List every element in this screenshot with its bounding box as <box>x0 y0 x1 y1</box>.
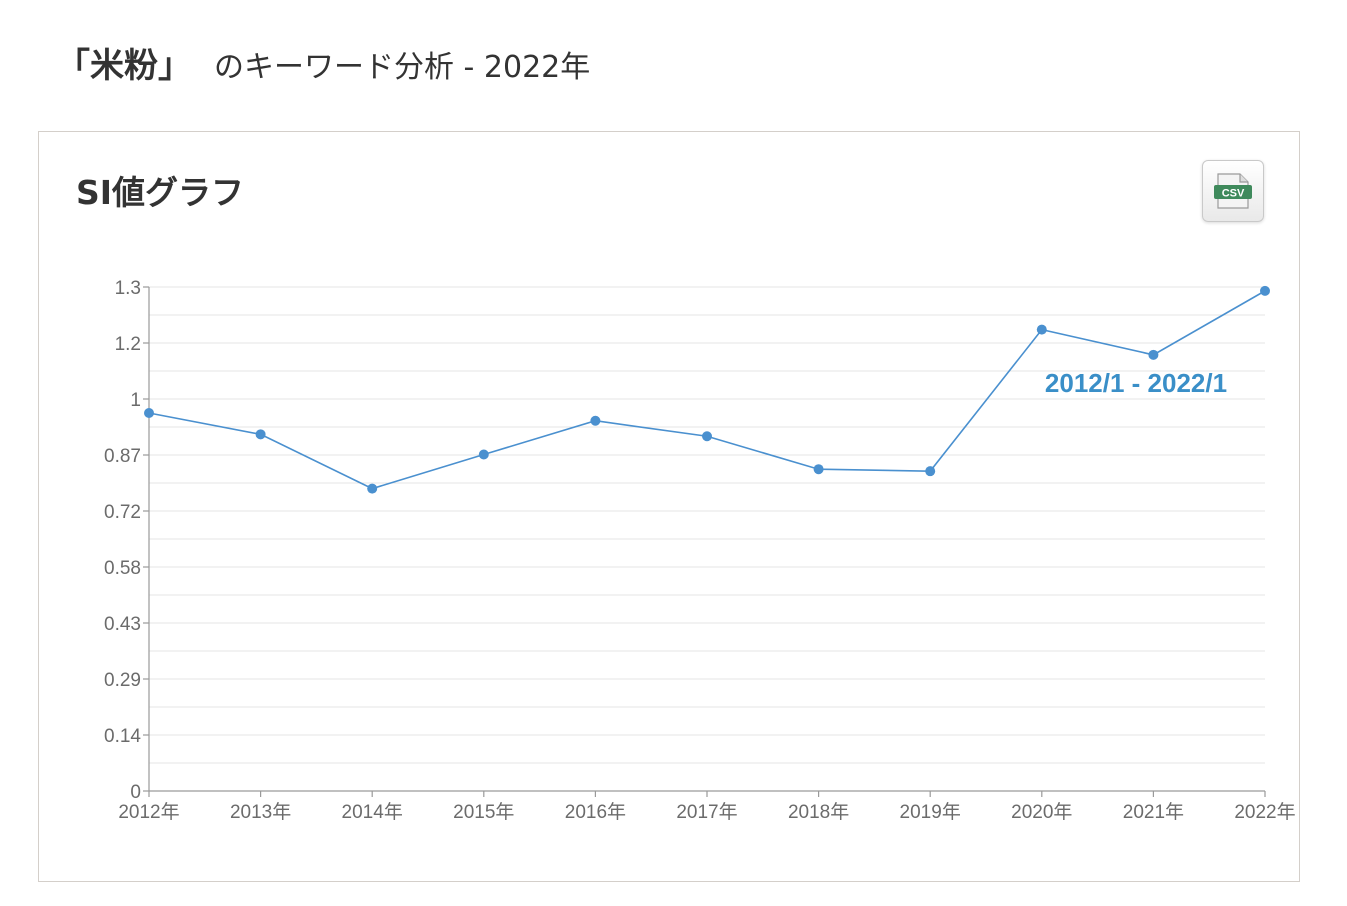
page-heading: 「米粉」 のキーワード分析 - 2022年 <box>56 38 590 98</box>
panel-title: SI値グラフ <box>76 173 245 212</box>
data-point <box>367 483 378 494</box>
data-point <box>813 464 824 475</box>
x-tick-label: 2017年 <box>676 801 737 823</box>
x-tick-label: 2019年 <box>900 801 961 823</box>
date-range-label: 2012/1 - 2022/1 <box>1045 368 1227 398</box>
y-tick-label: 0.29 <box>104 670 141 691</box>
y-tick-label: 0.43 <box>104 614 141 635</box>
x-tick-label: 2013年 <box>230 801 291 823</box>
y-tick-label: 0.72 <box>104 502 141 523</box>
y-tick-label: 1 <box>130 390 141 411</box>
data-point <box>1148 349 1159 360</box>
x-tick-label: 2015年 <box>453 801 514 823</box>
data-point <box>1260 285 1270 296</box>
csv-file-icon: CSV <box>1214 173 1252 209</box>
data-point <box>590 415 601 426</box>
x-tick-label: 2018年 <box>788 801 849 823</box>
y-tick-label: 1.2 <box>115 334 141 355</box>
y-tick-label: 0.58 <box>104 558 141 579</box>
si-line-chart: 0 0.14 0.29 0.43 0.58 0.72 0.87 1 1.2 1.3 2012年 201… <box>104 278 1296 823</box>
data-point <box>1036 324 1047 335</box>
x-tick-label: 2020年 <box>1011 801 1072 823</box>
keyword-analysis-subtitle: のキーワード分析 - 2022年 <box>214 50 591 85</box>
data-point <box>702 431 712 442</box>
y-tick-label: 0.14 <box>104 726 141 747</box>
x-tick-label: 2012年 <box>118 801 179 823</box>
si-graph-panel: SI値グラフ CSV 0 0.14 0.29 0.43 0.58 0.72 0.87 1 1.2… <box>38 131 1300 882</box>
y-tick-label: 0.87 <box>104 446 141 467</box>
y-tick-label: 1.3 <box>115 278 141 299</box>
x-tick-label: 2016年 <box>565 801 626 823</box>
csv-label: CSV <box>1222 188 1245 200</box>
csv-download-button[interactable]: CSV <box>1202 160 1264 222</box>
keyword-title: 「米粉」 <box>56 46 192 86</box>
data-point <box>144 408 154 418</box>
x-tick-label: 2022年 <box>1234 801 1295 823</box>
data-point <box>925 466 936 477</box>
data-point <box>255 429 266 440</box>
x-tick-label: 2014年 <box>342 801 403 823</box>
y-tick-label: 0 <box>130 782 141 803</box>
x-tick-label: 2021年 <box>1123 801 1184 823</box>
data-point <box>478 449 489 460</box>
